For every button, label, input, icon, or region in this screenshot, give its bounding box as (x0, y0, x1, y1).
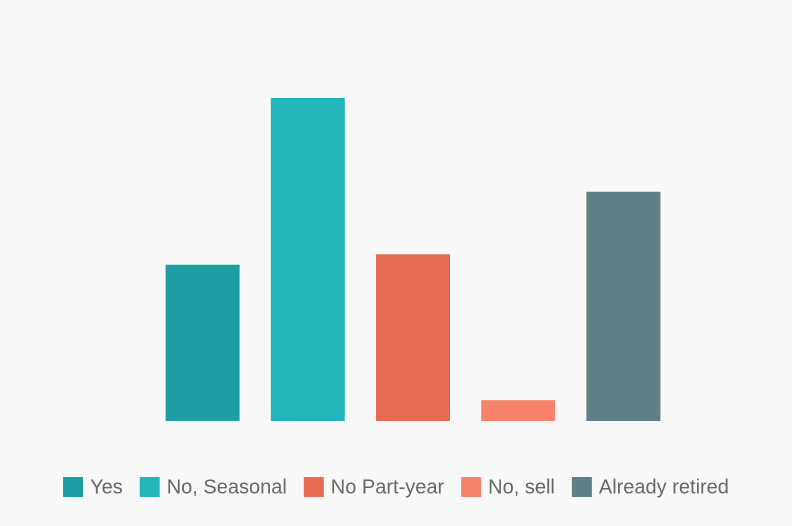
legend-swatch (139, 477, 160, 497)
legend-item: No Part-year (303, 476, 445, 498)
bar (165, 264, 240, 421)
legend-label: Yes (90, 476, 123, 498)
legend-swatch (461, 477, 482, 497)
legend-label: No Part-year (331, 476, 445, 498)
legend-item: Yes (63, 476, 123, 498)
legend-item: No, sell (461, 476, 555, 498)
legend-label: No, sell (488, 476, 555, 498)
legend-item: No, Seasonal (139, 476, 287, 498)
legend-label: Already retired (599, 476, 729, 498)
bar (586, 191, 661, 421)
legend-item: Already retired (571, 476, 729, 498)
legend-swatch (63, 477, 84, 497)
legend: Yes No, Seasonal No Part-year No, sell Alrea… (63, 476, 729, 498)
bar (376, 254, 450, 421)
legend-swatch (571, 477, 592, 497)
bar (270, 98, 345, 421)
bar (481, 400, 556, 421)
legend-swatch (303, 477, 324, 497)
legend-label: No, Seasonal (167, 476, 287, 498)
